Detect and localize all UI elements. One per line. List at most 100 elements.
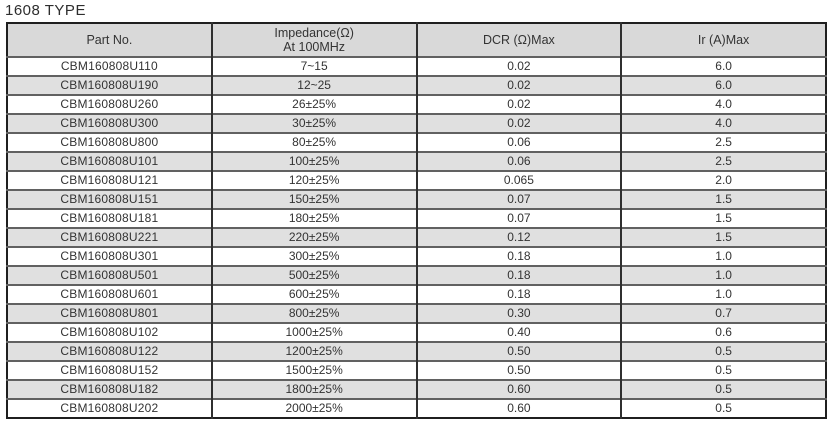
cell-dcr: 0.07	[415, 189, 622, 209]
cell-ir: 2.0	[620, 170, 826, 190]
table-row: CBM160808U202 2000±25% 0.60 0.5	[7, 398, 826, 418]
header-impedance-line1: Impedance(Ω)	[274, 26, 354, 40]
cell-ir: 0.5	[620, 398, 826, 418]
spec-table-header: Part No. Impedance(Ω) At 100MHz DCR (Ω)M…	[7, 23, 826, 57]
cell-ir: 6.0	[620, 56, 826, 76]
cell-ir: 0.5	[620, 379, 826, 399]
cell-part-no: CBM160808U102	[7, 322, 212, 342]
cell-part-no: CBM160808U121	[7, 170, 212, 190]
cell-ir: 2.5	[620, 132, 826, 152]
cell-part-no: CBM160808U801	[7, 303, 212, 323]
cell-impedance: 12~25	[210, 75, 417, 95]
cell-part-no: CBM160808U181	[7, 208, 212, 228]
cell-ir: 1.5	[620, 227, 826, 247]
cell-part-no: CBM160808U101	[7, 151, 212, 171]
cell-part-no: CBM160808U182	[7, 379, 212, 399]
cell-dcr: 0.40	[415, 322, 622, 342]
cell-ir: 4.0	[620, 94, 826, 114]
cell-dcr: 0.07	[415, 208, 622, 228]
cell-dcr: 0.12	[415, 227, 622, 247]
cell-impedance: 2000±25%	[210, 398, 417, 418]
cell-dcr: 0.50	[415, 360, 622, 380]
cell-part-no: CBM160808U202	[7, 398, 212, 418]
table-row: CBM160808U152 1500±25% 0.50 0.5	[7, 360, 826, 380]
header-dcr: DCR (Ω)Max	[415, 23, 622, 57]
table-row: CBM160808U182 1800±25% 0.60 0.5	[7, 379, 826, 399]
table-row: CBM160808U121 120±25% 0.065 2.0	[7, 170, 826, 190]
cell-part-no: CBM160808U800	[7, 132, 212, 152]
cell-impedance: 100±25%	[210, 151, 417, 171]
cell-ir: 0.5	[620, 341, 826, 361]
table-row: CBM160808U300 30±25% 0.02 4.0	[7, 113, 826, 133]
cell-ir: 2.5	[620, 151, 826, 171]
cell-impedance: 800±25%	[210, 303, 417, 323]
table-row: CBM160808U221 220±25% 0.12 1.5	[7, 227, 826, 247]
table-row: CBM160808U800 80±25% 0.06 2.5	[7, 132, 826, 152]
cell-ir: 0.7	[620, 303, 826, 323]
cell-impedance: 1200±25%	[210, 341, 417, 361]
cell-part-no: CBM160808U151	[7, 189, 212, 209]
table-row: CBM160808U190 12~25 0.02 6.0	[7, 75, 826, 95]
cell-ir: 1.5	[620, 208, 826, 228]
header-part-no-label: Part No.	[86, 33, 133, 47]
header-ir: Ir (A)Max	[620, 23, 826, 57]
cell-part-no: CBM160808U601	[7, 284, 212, 304]
header-impedance: Impedance(Ω) At 100MHz	[210, 23, 417, 57]
table-row: CBM160808U260 26±25% 0.02 4.0	[7, 94, 826, 114]
table-row: CBM160808U122 1200±25% 0.50 0.5	[7, 341, 826, 361]
cell-ir: 0.6	[620, 322, 826, 342]
header-ir-label: Ir (A)Max	[697, 33, 750, 47]
cell-part-no: CBM160808U221	[7, 227, 212, 247]
cell-impedance: 220±25%	[210, 227, 417, 247]
cell-dcr: 0.02	[415, 113, 622, 133]
cell-impedance: 7~15	[210, 56, 417, 76]
cell-ir: 4.0	[620, 113, 826, 133]
table-row: CBM160808U110 7~15 0.02 6.0	[7, 56, 826, 76]
cell-impedance: 80±25%	[210, 132, 417, 152]
table-row: CBM160808U601 600±25% 0.18 1.0	[7, 284, 826, 304]
cell-impedance: 300±25%	[210, 246, 417, 266]
cell-impedance: 600±25%	[210, 284, 417, 304]
cell-dcr: 0.06	[415, 132, 622, 152]
cell-dcr: 0.065	[415, 170, 622, 190]
cell-ir: 1.0	[620, 265, 826, 285]
table-row: CBM160808U102 1000±25% 0.40 0.6	[7, 322, 826, 342]
spec-table-body: CBM160808U110 7~15 0.02 6.0 CBM160808U19…	[7, 56, 826, 418]
cell-dcr: 0.50	[415, 341, 622, 361]
header-impedance-line2: At 100MHz	[283, 40, 346, 54]
table-row: CBM160808U151 150±25% 0.07 1.5	[7, 189, 826, 209]
cell-impedance: 180±25%	[210, 208, 417, 228]
cell-impedance: 150±25%	[210, 189, 417, 209]
cell-impedance: 1500±25%	[210, 360, 417, 380]
cell-dcr: 0.18	[415, 265, 622, 285]
header-part-no: Part No.	[7, 23, 212, 57]
cell-part-no: CBM160808U501	[7, 265, 212, 285]
cell-dcr: 0.60	[415, 398, 622, 418]
cell-part-no: CBM160808U260	[7, 94, 212, 114]
page-title: 1608 TYPE	[5, 2, 86, 19]
cell-part-no: CBM160808U301	[7, 246, 212, 266]
cell-ir: 1.0	[620, 246, 826, 266]
cell-dcr: 0.06	[415, 151, 622, 171]
cell-part-no: CBM160808U110	[7, 56, 212, 76]
header-dcr-label: DCR (Ω)Max	[482, 33, 555, 47]
cell-dcr: 0.30	[415, 303, 622, 323]
header-row: Part No. Impedance(Ω) At 100MHz DCR (Ω)M…	[7, 23, 826, 57]
cell-part-no: CBM160808U152	[7, 360, 212, 380]
cell-dcr: 0.60	[415, 379, 622, 399]
cell-impedance: 26±25%	[210, 94, 417, 114]
table-row: CBM160808U301 300±25% 0.18 1.0	[7, 246, 826, 266]
cell-ir: 0.5	[620, 360, 826, 380]
table-row: CBM160808U181 180±25% 0.07 1.5	[7, 208, 826, 228]
cell-ir: 1.0	[620, 284, 826, 304]
cell-ir: 6.0	[620, 75, 826, 95]
table-row: CBM160808U501 500±25% 0.18 1.0	[7, 265, 826, 285]
cell-dcr: 0.02	[415, 56, 622, 76]
cell-dcr: 0.18	[415, 284, 622, 304]
cell-impedance: 1000±25%	[210, 322, 417, 342]
cell-ir: 1.5	[620, 189, 826, 209]
cell-dcr: 0.02	[415, 75, 622, 95]
spec-table: Part No. Impedance(Ω) At 100MHz DCR (Ω)M…	[6, 22, 827, 419]
cell-part-no: CBM160808U122	[7, 341, 212, 361]
